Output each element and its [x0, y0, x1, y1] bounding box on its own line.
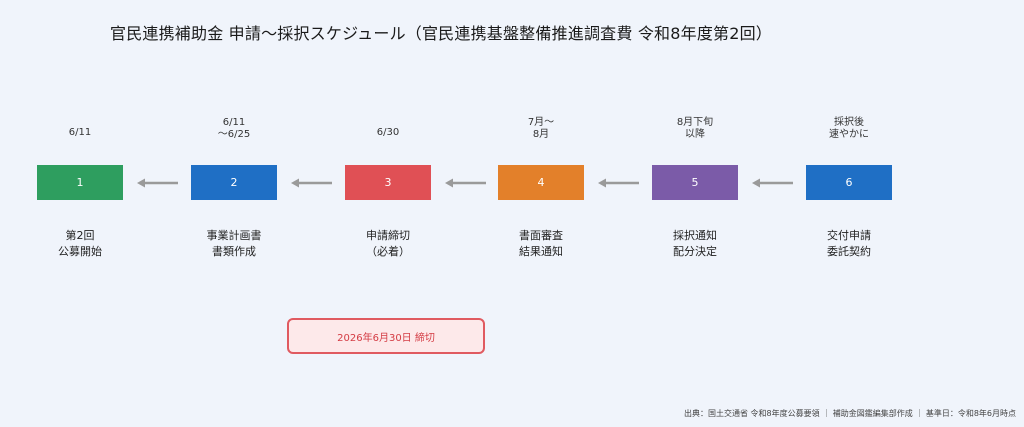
source-note: 出典：国土交通省 令和8年度公募要領 ｜ 補助金図鑑編集部作成 ｜ 基準日：令和…: [684, 409, 1016, 418]
step-5-box: 5: [652, 165, 738, 200]
step-4-box: 4: [498, 165, 584, 200]
step-2-desc: 事業計画書 書類作成: [174, 228, 294, 260]
step-5-desc-line2: 配分決定: [673, 245, 717, 258]
step-1-desc-line1: 第2回: [65, 229, 95, 242]
step-4-desc: 書面審査 結果通知: [481, 228, 601, 260]
step-2-date-line1: 6/11: [222, 117, 246, 128]
arrow-left-icon: [445, 178, 486, 188]
step-1-desc-line2: 公募開始: [58, 245, 102, 258]
step-5-date-line2: 以降: [685, 129, 705, 140]
step-2-desc-line1: 事業計画書: [206, 229, 262, 242]
step-4-date: 7月〜 8月: [481, 117, 601, 141]
step-6-desc-line2: 委託契約: [827, 245, 871, 258]
step-3-desc: 申請締切 （必着）: [328, 228, 448, 260]
step-2-desc-line2: 書類作成: [212, 245, 256, 258]
step-2-box: 2: [191, 165, 277, 200]
step-3-desc-line1: 申請締切: [366, 229, 410, 242]
arrow-left-icon: [752, 178, 793, 188]
step-1-desc: 第2回 公募開始: [20, 228, 140, 260]
step-2-date: 6/11 〜6/25: [174, 117, 294, 141]
step-6-date-line1: 採択後: [834, 117, 864, 128]
deadline-text: 2026年6月30日 締切: [337, 332, 435, 344]
step-4-date-line2: 8月: [532, 129, 550, 140]
step-6-desc: 交付申請 委託契約: [789, 228, 909, 260]
step-1-date-line1: 6/11: [68, 127, 92, 138]
step-3-date-line1: 6/30: [376, 127, 400, 138]
step-5-date-line1: 8月下旬: [676, 117, 714, 128]
step-3-desc-line2: （必着）: [366, 245, 410, 258]
step-5-date: 8月下旬 以降: [635, 117, 755, 141]
arrow-left-icon: [137, 178, 178, 188]
step-5-desc: 採択通知 配分決定: [635, 228, 755, 260]
step-5-desc-line1: 採択通知: [673, 229, 717, 242]
arrow-left-icon: [598, 178, 639, 188]
step-4-desc-line1: 書面審査: [519, 229, 563, 242]
page-title: 官民連携補助金 申請〜採択スケジュール（官民連携基盤整備推進調査費 令和8年度第…: [110, 24, 773, 43]
step-3-date: 6/30: [328, 127, 448, 139]
step-4-date-line1: 7月〜: [527, 117, 555, 128]
step-1-date: 6/11: [20, 127, 140, 139]
step-2-date-line2: 〜6/25: [217, 129, 251, 140]
step-3-box: 3: [345, 165, 431, 200]
step-6-desc-line1: 交付申請: [827, 229, 871, 242]
step-6-date-line2: 速やかに: [829, 129, 869, 140]
arrow-left-icon: [291, 178, 332, 188]
step-4-desc-line2: 結果通知: [519, 245, 563, 258]
deadline-callout: 2026年6月30日 締切: [287, 318, 485, 354]
step-1-box: 1: [37, 165, 123, 200]
step-6-date: 採択後 速やかに: [789, 117, 909, 141]
step-6-box: 6: [806, 165, 892, 200]
